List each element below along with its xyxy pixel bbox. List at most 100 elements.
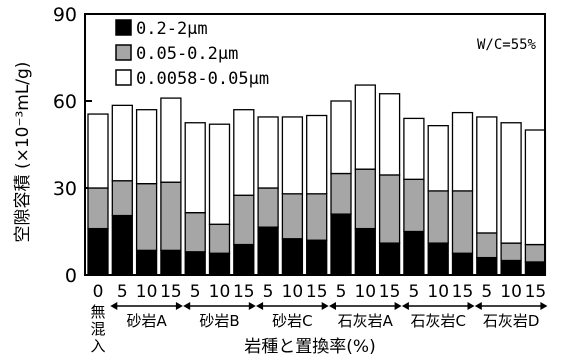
y-tick-label: 30	[53, 178, 77, 200]
x-category-label: 10	[282, 282, 304, 302]
bar-segment-2	[403, 178, 425, 233]
group-label: 砂岩A	[126, 312, 167, 330]
bar-segment-1	[427, 242, 449, 276]
bar-segment-2	[184, 211, 206, 253]
legend-swatch	[115, 19, 132, 36]
legend-label: 0.2-2μm	[136, 19, 208, 39]
x-axis-categories: 0 5 10 15 5 10 15 5 10 15 5 10 15 5 10 15 5 10 15	[93, 282, 547, 302]
group-arrow-left	[183, 302, 191, 310]
x-category-label: 10	[136, 282, 158, 302]
bar-segment-3	[476, 116, 498, 234]
group-arrow-left	[256, 302, 264, 310]
y-tick-label: 60	[53, 91, 77, 113]
bar-segment-1	[160, 249, 182, 276]
group-arrow-left	[474, 302, 482, 310]
bar-segment-1	[451, 252, 474, 276]
bar-segment-3	[500, 122, 522, 244]
bar-segment-3	[403, 117, 425, 180]
x-category-label: 15	[233, 282, 255, 302]
group-arrow-right	[175, 302, 183, 310]
bar-segment-1	[135, 249, 158, 276]
x-category-label: 5	[263, 282, 274, 302]
bar-segment-1	[524, 261, 547, 276]
bar-segment-2	[476, 232, 498, 259]
bar-segment-2	[524, 243, 547, 263]
bar-segment-3	[111, 104, 133, 182]
group-arrow-right	[321, 302, 329, 310]
bar-segment-3	[378, 93, 401, 176]
group-arrow-right	[394, 302, 402, 310]
bar-segment-2	[160, 181, 182, 251]
group-label: 石灰岩A	[338, 312, 394, 330]
bar-segment-1	[403, 230, 425, 276]
bar-segment-2	[87, 187, 109, 230]
bar-segment-1	[111, 214, 133, 276]
bar-segment-2	[354, 168, 376, 230]
legend-swatch	[115, 69, 132, 86]
x-category-label: 5	[190, 282, 201, 302]
bar-segment-2	[451, 190, 474, 254]
y-tick-label: 0	[65, 265, 77, 287]
bar-segment-2	[208, 223, 231, 254]
bar-segment-2	[427, 190, 449, 244]
x-category-label: 15	[160, 282, 182, 302]
bar-segment-2	[135, 182, 158, 251]
x-category-label: 0	[93, 282, 104, 302]
legend: 0.2-2μm 0.05-0.2μm 0.0058-0.05μm	[115, 19, 269, 89]
x-category-label: 5	[117, 282, 128, 302]
bar-segment-1	[354, 227, 376, 276]
legend-label: 0.0058-0.05μm	[136, 69, 269, 89]
y-axis-title: 空隙容積 (×10⁻³mL/g)	[13, 62, 33, 243]
group-arrow-left	[401, 302, 409, 310]
bar-segment-2	[111, 180, 133, 217]
bar-segment-3	[451, 111, 474, 192]
bar-segment-1	[306, 239, 328, 276]
x-category-label: 10	[354, 282, 376, 302]
bar-segment-2	[378, 174, 401, 244]
bar-segment-2	[330, 172, 352, 215]
bar-segment-1	[87, 227, 109, 276]
x-category-label: 5	[336, 282, 347, 302]
group-arrow-right	[540, 302, 548, 310]
bar-segment-3	[208, 123, 231, 225]
group-label: 砂岩C	[272, 312, 312, 330]
bar-segment-2	[281, 193, 304, 240]
bar-segment-3	[427, 125, 449, 192]
bar-segment-1	[476, 256, 498, 276]
x-category-label: 5	[481, 282, 492, 302]
bar-segment-1	[257, 226, 279, 276]
bar-segment-3	[524, 129, 547, 246]
wc-annotation: W/C=55%	[477, 37, 537, 53]
legend-swatch	[115, 44, 132, 61]
bar-segment-3	[281, 116, 304, 195]
x-category-label: 10	[500, 282, 522, 302]
x-category-label: 15	[379, 282, 401, 302]
group-arrow-right	[467, 302, 475, 310]
bar-segment-3	[233, 109, 255, 196]
group-label: 無混入	[90, 303, 105, 355]
bar-segment-1	[233, 243, 255, 276]
x-axis-title: 岩種と置換率(%)	[244, 337, 375, 357]
x-category-label: 15	[452, 282, 474, 302]
x-category-label: 10	[209, 282, 231, 302]
bar-segment-3	[354, 84, 376, 170]
x-category-label: 5	[408, 282, 419, 302]
x-category-label: 10	[427, 282, 449, 302]
group-label: 石灰岩D	[483, 312, 540, 330]
bar-segment-3	[160, 97, 182, 183]
bar-segment-1	[378, 242, 401, 276]
group-arrow-left	[110, 302, 118, 310]
group-arrow-left	[329, 302, 336, 310]
bars	[87, 84, 547, 276]
group-arrow-right	[248, 302, 256, 310]
legend-label: 0.05-0.2μm	[136, 44, 238, 64]
bar-segment-3	[330, 100, 352, 175]
group-label: 石灰岩C	[410, 312, 465, 330]
bar-segment-2	[257, 187, 279, 228]
bar-segment-3	[257, 116, 279, 189]
x-category-label: 15	[525, 282, 547, 302]
y-tick-label: 90	[53, 4, 77, 26]
y-axis-ticks: 0 30 60 90	[53, 4, 92, 287]
bar-segment-3	[184, 122, 206, 214]
